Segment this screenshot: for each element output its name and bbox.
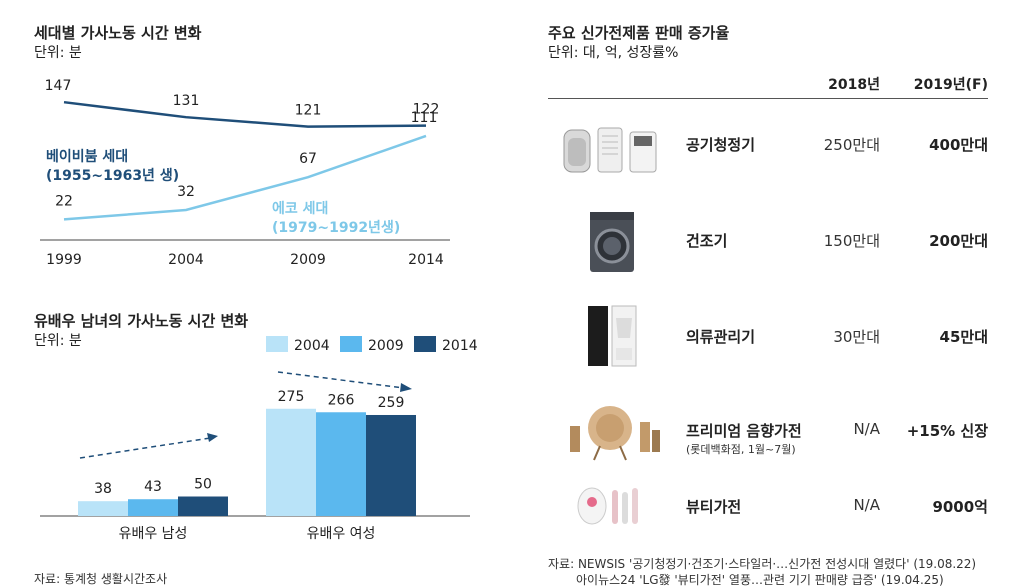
bar-label-유배우 남성-2009: 43 (144, 479, 162, 495)
series-line-베이비붐 세대 (63, 100, 427, 128)
air-purifier-icon (560, 124, 664, 174)
category-label-유배우 남성: 유배우 남성 (119, 526, 188, 542)
row-name-clothing-care: 의류관리기 (686, 328, 756, 346)
legend-label-2014: 2014 (442, 338, 478, 354)
bar-유배우 남성-2004 (78, 501, 128, 516)
line-chart: 1999 2004 2009 2014 147 131 121 122 22 32 67 111 베이비… (40, 78, 450, 268)
data-label-에코 세대-2004: 32 (177, 184, 195, 200)
data-label-베이비붐 세대-2004: 131 (173, 93, 200, 109)
row-2018-dryer: 150만대 (823, 232, 880, 250)
row-name-air-purifier: 공기청정기 (686, 136, 756, 154)
x-tick-1999: 1999 (46, 252, 82, 268)
series-sublabel-babyboom: (1955~1963년 생) (46, 168, 179, 184)
data-label-에코 세대-1999: 22 (55, 193, 73, 209)
legend-swatch-2014 (414, 336, 436, 352)
table-title: 주요 신가전제품 판매 증가율 (548, 24, 730, 42)
series-label-babyboom: 베이비붐 세대 (46, 148, 128, 165)
trend-arrow-men (79, 437, 211, 459)
row-2019-clothing-care: 45만대 (939, 328, 988, 346)
row-name-dryer: 건조기 (686, 232, 728, 250)
dryer-icon (588, 210, 636, 274)
bar-label-유배우 남성-2004: 38 (94, 481, 112, 497)
data-label-베이비붐 세대-2014: 122 (413, 102, 440, 118)
line-chart-unit: 단위: 분 (34, 45, 82, 61)
row-name-beauty: 뷰티가전 (686, 498, 742, 516)
bar-label-유배우 여성-2014: 259 (378, 395, 405, 411)
data-label-베이비붐 세대-2009: 121 (295, 103, 322, 119)
data-label-에코 세대-2009: 67 (299, 151, 317, 167)
clothing-care-icon (586, 304, 638, 368)
bar-유배우 여성-2009 (316, 412, 366, 516)
row-2018-clothing-care: 30만대 (833, 328, 880, 346)
table-source-line1: 자료: NEWSIS '공기청정기·건조기·스타일러·…신가전 전성시대 열렸다… (548, 557, 977, 571)
trend-arrow-women (277, 371, 405, 389)
x-tick-2014: 2014 (408, 252, 444, 268)
row-note-speaker: (롯데백화점, 1월~7월) (686, 443, 796, 456)
line-chart-title: 세대별 가사노동 시간 변화 (34, 24, 202, 42)
bar-label-유배우 여성-2004: 275 (278, 389, 305, 405)
row-2019-speaker: +15% 신장 (906, 422, 988, 440)
bar-label-유배우 여성-2009: 266 (328, 392, 355, 408)
series-label-echo: 에코 세대 (272, 201, 328, 217)
row-2018-beauty: N/A (853, 496, 880, 514)
bar-chart-title: 유배우 남녀의 가사노동 시간 변화 (34, 312, 249, 330)
beauty-device-icon (576, 484, 646, 528)
row-2018-air-purifier: 250만대 (823, 136, 880, 154)
table-unit: 단위: 대, 억, 성장률% (548, 45, 679, 61)
category-label-유배우 여성: 유배우 여성 (307, 526, 376, 542)
header-2018: 2018년 (828, 77, 880, 93)
header-2019: 2019년(F) (913, 77, 988, 93)
bar-유배우 여성-2004 (266, 408, 316, 516)
trend-arrowhead-men (207, 433, 218, 442)
legend-swatch-2004 (266, 336, 288, 352)
bar-유배우 남성-2009 (128, 499, 178, 516)
trend-arrowhead-women (400, 383, 412, 392)
speaker-icon (564, 402, 664, 462)
bar-유배우 여성-2014 (366, 414, 416, 516)
x-tick-2009: 2009 (290, 252, 326, 268)
series-sublabel-echo: (1979~1992년생) (272, 220, 400, 236)
row-2019-dryer: 200만대 (929, 232, 988, 250)
table-source-line2: 아이뉴스24 'LG發 '뷰티가전' 열풍…관련 기기 판매량 급증' (19.… (576, 573, 944, 587)
legend-swatch-2009 (340, 336, 362, 352)
row-2019-beauty: 9000억 (932, 498, 988, 516)
bar-chart-unit: 단위: 분 (34, 333, 82, 349)
data-label-에코 세대-2014: 111 (411, 110, 438, 126)
bar-chart-source: 자료: 통계청 생활시간조사 (34, 572, 168, 586)
bar-label-유배우 남성-2014: 50 (194, 477, 212, 493)
row-2019-air-purifier: 400만대 (929, 136, 988, 154)
row-name-speaker: 프리미엄 음향가전 (686, 422, 802, 440)
series-line-에코 세대 (63, 134, 427, 221)
row-2018-speaker: N/A (853, 420, 880, 438)
data-label-베이비붐 세대-1999: 147 (45, 78, 72, 94)
legend-label-2009: 2009 (368, 338, 404, 354)
header-divider (548, 98, 988, 99)
bar-chart: 2004 2009 2014 38 43 50 유배우 남성 275 266 259 유배우 여성 (40, 336, 478, 542)
bar-유배우 남성-2014 (178, 496, 228, 516)
legend-label-2004: 2004 (294, 338, 330, 354)
x-tick-2004: 2004 (168, 252, 204, 268)
